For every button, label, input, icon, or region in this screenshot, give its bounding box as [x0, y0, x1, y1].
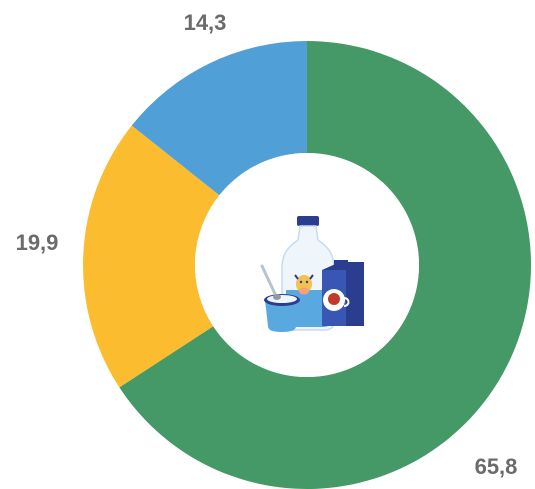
- dairy-products-icon: [260, 216, 364, 332]
- label-slice-1: 65,8: [475, 454, 518, 479]
- data-labels: 65,8 19,9 14,3: [16, 10, 518, 479]
- cow-icon: [294, 274, 314, 295]
- label-slice-3: 14,3: [184, 10, 227, 35]
- donut-slice-2: [82, 125, 220, 388]
- donut-slice-3: [131, 41, 307, 196]
- donut-slice-1: [119, 41, 531, 489]
- donut-slices: [82, 41, 531, 489]
- label-slice-2: 19,9: [16, 230, 59, 255]
